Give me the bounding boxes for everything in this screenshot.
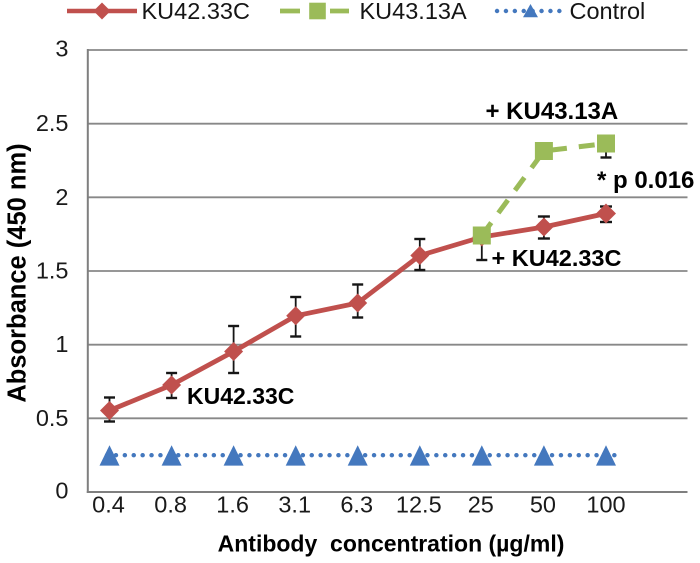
svg-text:Control: Control	[570, 0, 646, 24]
svg-text:+ KU43.13A: + KU43.13A	[486, 98, 619, 125]
svg-text:0.8: 0.8	[154, 492, 187, 518]
svg-text:3: 3	[55, 36, 68, 62]
svg-text:25: 25	[468, 492, 494, 518]
svg-text:1.5: 1.5	[36, 258, 69, 284]
svg-text:1: 1	[55, 331, 68, 357]
svg-text:* p 0.016: * p 0.016	[597, 167, 694, 194]
svg-text:Antibody concentration (µg/ml: Antibody concentration (µg/ml)	[218, 531, 565, 557]
svg-text:0.4: 0.4	[92, 492, 125, 518]
svg-text:KU43.13A: KU43.13A	[360, 0, 467, 24]
svg-text:6.3: 6.3	[340, 492, 373, 518]
svg-text:2: 2	[55, 184, 68, 210]
svg-text:2.5: 2.5	[36, 110, 69, 136]
svg-text:1.6: 1.6	[216, 492, 249, 518]
svg-text:KU42.33C: KU42.33C	[142, 0, 250, 24]
svg-text:100: 100	[586, 492, 625, 518]
svg-text:Absorbance (450 nm): Absorbance (450 nm)	[4, 143, 32, 402]
svg-text:50: 50	[530, 492, 556, 518]
svg-text:0.5: 0.5	[36, 405, 69, 431]
svg-text:12.5: 12.5	[396, 492, 442, 518]
svg-text:3.1: 3.1	[278, 492, 311, 518]
svg-text:KU42.33C: KU42.33C	[187, 383, 294, 409]
svg-text:+ KU42.33C: + KU42.33C	[492, 245, 622, 271]
svg-text:0: 0	[55, 478, 68, 504]
